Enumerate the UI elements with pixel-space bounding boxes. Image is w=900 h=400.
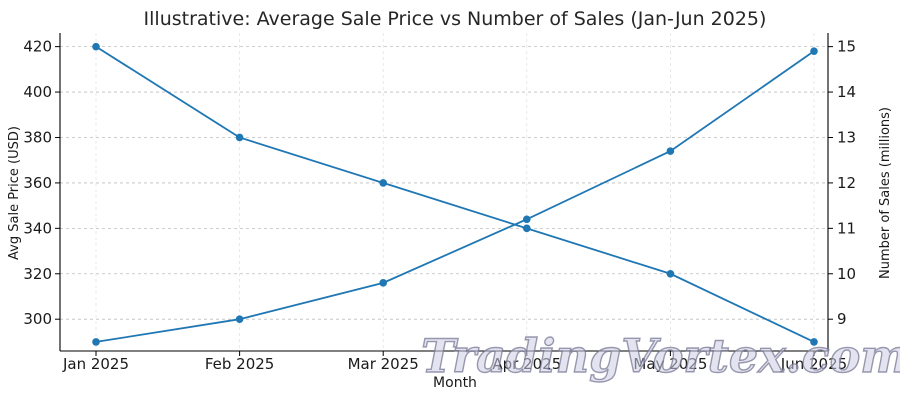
x-tick-label: Apr 2025	[492, 355, 561, 373]
sales-count-data-point	[523, 215, 531, 224]
left-y-tick-label: 320	[23, 265, 52, 283]
right-y-tick-label: 10	[837, 265, 856, 283]
right-y-tick-label: 13	[837, 128, 856, 146]
chart-title: Illustrative: Average Sale Price vs Numb…	[144, 8, 767, 30]
watermark-logo: TradingVortex.com	[421, 329, 900, 383]
left-y-tick-label: 380	[23, 128, 52, 146]
sales-count-data-point	[379, 279, 388, 287]
left-y-axis-label: Avg Sale Price (USD)	[7, 126, 22, 260]
avg-price-data-point	[810, 338, 818, 346]
sales-count-data-point	[92, 338, 100, 346]
avg-price-data-point	[379, 179, 388, 187]
right-y-tick-label: 11	[837, 219, 856, 237]
axes: 300 320 340 360 380 400 420 9 10 11 12 13 14 15 Jan 20…	[23, 33, 856, 373]
avg-price-data-point	[92, 42, 100, 51]
left-y-tick-label: 360	[23, 174, 52, 192]
left-y-tick-label: 340	[23, 219, 52, 237]
x-tick-label: Mar 2025	[348, 355, 419, 373]
right-y-axis-label: Number of Sales (millions)	[878, 107, 893, 279]
x-tick-label: Jan 2025	[62, 355, 129, 373]
left-y-tick-label: 300	[23, 310, 52, 328]
x-tick-label: Jun 2025	[780, 355, 847, 373]
right-y-tick-label: 12	[837, 174, 856, 192]
sales-count-data-point	[810, 47, 818, 55]
avg-price-series-line	[95, 45, 815, 343]
x-tick-label: May 2025	[633, 355, 707, 373]
sales-count-series-line	[95, 50, 815, 343]
x-axis-label: Month	[433, 375, 477, 391]
left-y-tick-label: 420	[23, 38, 52, 56]
gridlines	[60, 33, 828, 351]
avg-price-data-point	[235, 133, 244, 142]
right-y-tick-label: 15	[837, 38, 856, 56]
sales-count-data-point	[666, 147, 675, 155]
right-y-tick-label: 14	[837, 83, 856, 101]
avg-price-data-point	[666, 269, 675, 278]
series	[92, 42, 818, 346]
left-y-tick-label: 400	[23, 83, 52, 101]
x-tick-label: Feb 2025	[205, 355, 275, 373]
avg-price-data-point	[523, 224, 531, 233]
sales-count-data-point	[235, 315, 244, 324]
right-y-tick-label: 9	[837, 310, 847, 328]
